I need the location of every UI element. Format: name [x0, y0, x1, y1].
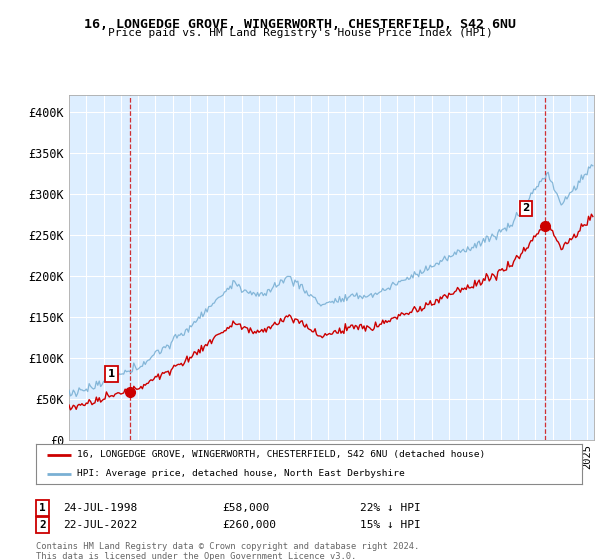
Text: 16, LONGEDGE GROVE, WINGERWORTH, CHESTERFIELD, S42 6NU: 16, LONGEDGE GROVE, WINGERWORTH, CHESTER…: [84, 18, 516, 31]
Text: £58,000: £58,000: [222, 503, 269, 513]
Text: 22-JUL-2022: 22-JUL-2022: [63, 520, 137, 530]
Text: Price paid vs. HM Land Registry's House Price Index (HPI): Price paid vs. HM Land Registry's House …: [107, 28, 493, 38]
Text: 1: 1: [107, 369, 115, 379]
Text: 24-JUL-1998: 24-JUL-1998: [63, 503, 137, 513]
Text: 2: 2: [522, 203, 529, 213]
Text: Contains HM Land Registry data © Crown copyright and database right 2024.
This d: Contains HM Land Registry data © Crown c…: [36, 542, 419, 560]
Text: 22% ↓ HPI: 22% ↓ HPI: [360, 503, 421, 513]
Text: 16, LONGEDGE GROVE, WINGERWORTH, CHESTERFIELD, S42 6NU (detached house): 16, LONGEDGE GROVE, WINGERWORTH, CHESTER…: [77, 450, 485, 459]
Text: £260,000: £260,000: [222, 520, 276, 530]
Text: 1: 1: [39, 503, 46, 513]
Text: 2: 2: [39, 520, 46, 530]
Text: HPI: Average price, detached house, North East Derbyshire: HPI: Average price, detached house, Nort…: [77, 469, 404, 478]
Text: 15% ↓ HPI: 15% ↓ HPI: [360, 520, 421, 530]
